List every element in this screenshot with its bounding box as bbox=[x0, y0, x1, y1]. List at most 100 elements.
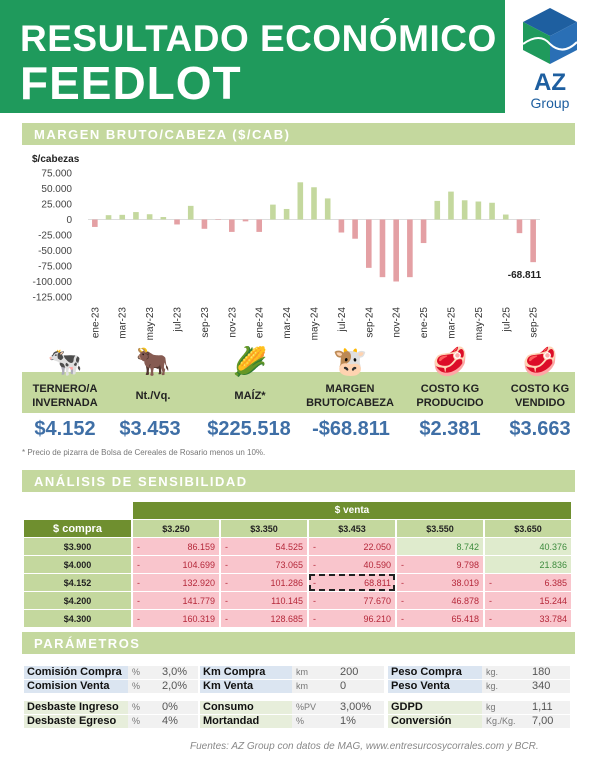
source-note: Fuentes: AZ Group con datos de MAG, www.… bbox=[190, 741, 539, 752]
sensitivity-cell: -9.798 bbox=[397, 556, 483, 573]
compra-price: $4.152 bbox=[24, 574, 131, 591]
param-unit: Kg./Kg. bbox=[482, 715, 528, 728]
sensitivity-cell: -128.685 bbox=[221, 610, 307, 627]
sensitivity-cell: -38.019 bbox=[397, 574, 483, 591]
cube-logo-icon bbox=[522, 8, 578, 64]
kpi-value: $4.152 bbox=[34, 418, 96, 440]
param-value: 0 bbox=[336, 680, 384, 693]
calf-icon: 🐄 bbox=[47, 346, 83, 377]
sensitivity-cell: -77.670 bbox=[309, 592, 395, 609]
param-row: GDPD kg 1,11 bbox=[388, 701, 570, 714]
param-unit: km bbox=[292, 680, 336, 693]
footnote: * Precio de pizarra de Bolsa de Cereales… bbox=[22, 448, 266, 457]
venta-price: $3.550 bbox=[397, 520, 483, 537]
sensitivity-cell: -110.145 bbox=[221, 592, 307, 609]
param-value: 2,0% bbox=[158, 680, 198, 693]
param-row: Comision Venta% 2,0% bbox=[24, 680, 198, 693]
param-label: Desbaste Ingreso bbox=[24, 701, 128, 714]
y-tick-label: 0 bbox=[66, 215, 72, 226]
bar-abr-24 bbox=[297, 182, 304, 220]
sensitivity-cell: 40.376 bbox=[485, 538, 571, 555]
kpi-2: 🌽 MAÍZ* bbox=[205, 345, 295, 402]
bar-mar-23 bbox=[119, 214, 126, 220]
param-value: 200 bbox=[336, 666, 384, 679]
param-value: 7,00 bbox=[528, 715, 570, 728]
kpi-value: $3.453 bbox=[119, 418, 181, 440]
sensitivity-cell: -96.210 bbox=[309, 610, 395, 627]
bar-jul-23 bbox=[174, 219, 180, 225]
az-group-logo: AZ Group bbox=[515, 4, 585, 114]
kpi-value: $2.381 bbox=[419, 418, 481, 440]
venta-price: $3.250 bbox=[133, 520, 219, 537]
sensitivity-cell: -86.159 bbox=[133, 538, 219, 555]
meat-kg-icon: 🥩 bbox=[522, 346, 558, 377]
sensitivity-cell: 21.836 bbox=[485, 556, 571, 573]
sensitivity-row: $3.900-86.159-54.525-22.050 8.742 40.376 bbox=[24, 538, 571, 555]
corn-icon: 🌽 bbox=[232, 346, 268, 377]
bar-jun-25 bbox=[489, 202, 495, 220]
y-tick-label: 25.000 bbox=[41, 200, 72, 211]
bar-oct-24 bbox=[379, 219, 386, 278]
param-label: Peso Compra bbox=[388, 666, 482, 679]
bar-ago-25 bbox=[516, 219, 523, 234]
sensitivity-cell: -104.699 bbox=[133, 556, 219, 573]
kpi-0: 🐄 TERNERO/A INVERNADA bbox=[20, 345, 110, 409]
param-row: Mortandad% 1% bbox=[200, 715, 384, 728]
bar-jul-24 bbox=[338, 219, 345, 233]
bar-mar-24 bbox=[283, 208, 290, 220]
kpi-label: Nt./Vq. bbox=[135, 390, 171, 402]
y-tick-label: 75.000 bbox=[41, 169, 72, 180]
kpi-band bbox=[22, 372, 575, 413]
param-unit: % bbox=[128, 666, 158, 679]
bar-abr-25 bbox=[461, 200, 468, 220]
param-value: 0% bbox=[158, 701, 198, 714]
param-unit: kg bbox=[482, 701, 528, 714]
y-axis-label: $/cabezas bbox=[32, 154, 80, 165]
param-unit: kg. bbox=[482, 680, 528, 693]
param-value: 3,00% bbox=[336, 701, 384, 714]
x-tick-label: may-24 bbox=[310, 307, 321, 341]
compra-price: $4.000 bbox=[24, 556, 131, 573]
kpi-label: MARGEN BRUTO/CABEZA bbox=[306, 383, 394, 409]
section-params-header: PARÁMETROS bbox=[22, 632, 575, 654]
compra-header: $ compra bbox=[24, 520, 131, 537]
param-row: Km Venta km 0 bbox=[200, 680, 384, 693]
x-tick-label: may-23 bbox=[145, 307, 156, 341]
sensitivity-cell: 8.742 bbox=[397, 538, 483, 555]
param-label: Km Venta bbox=[200, 680, 292, 693]
param-label: Km Compra bbox=[200, 666, 292, 679]
x-tick-label: jul-24 bbox=[337, 307, 348, 333]
bar-may-23 bbox=[146, 214, 153, 220]
param-label: Desbaste Egreso bbox=[24, 715, 128, 728]
param-unit: %PV bbox=[292, 701, 336, 714]
param-unit: % bbox=[128, 715, 158, 728]
bar-ene-25 bbox=[420, 219, 427, 244]
param-value: 340 bbox=[528, 680, 570, 693]
param-row: Comisión Compra% 3,0% bbox=[24, 666, 198, 679]
param-value: 1% bbox=[336, 715, 384, 728]
kpi-value: $225.518 bbox=[207, 418, 291, 440]
x-tick-label: mar-23 bbox=[118, 307, 129, 339]
title-line1: RESULTADO ECONÓMICO bbox=[20, 18, 497, 59]
param-value: 4% bbox=[158, 715, 198, 728]
y-tick-label: -100.000 bbox=[33, 277, 73, 288]
bar-jun-24 bbox=[324, 198, 331, 220]
param-unit: % bbox=[128, 680, 158, 693]
param-row: Consumo %PV 3,00% bbox=[200, 701, 384, 714]
sensitivity-cell: -33.784 bbox=[485, 610, 571, 627]
section-sensitivity-header: ANÁLISIS DE SENSIBILIDAD bbox=[22, 470, 575, 492]
sensitivity-cell: -15.244 bbox=[485, 592, 571, 609]
header-banner bbox=[0, 0, 505, 113]
sensitivity-cell: -141.779 bbox=[133, 592, 219, 609]
x-tick-label: ene-24 bbox=[255, 307, 266, 339]
venta-price: $3.350 bbox=[221, 520, 307, 537]
param-row: Desbaste Ingreso% 0% bbox=[24, 701, 198, 714]
bar-abr-23 bbox=[133, 212, 139, 220]
logo-subtext: Group bbox=[530, 95, 570, 111]
y-tick-label: -125.000 bbox=[33, 293, 73, 304]
bar-sep-23 bbox=[201, 219, 208, 229]
param-label: Conversión bbox=[388, 715, 482, 728]
sensitivity-row: $4.000-104.699-73.065-40.590-9.798 21.836 bbox=[24, 556, 571, 573]
sensitivity-cell: -65.418 bbox=[397, 610, 483, 627]
bar-sep-24 bbox=[365, 219, 372, 268]
